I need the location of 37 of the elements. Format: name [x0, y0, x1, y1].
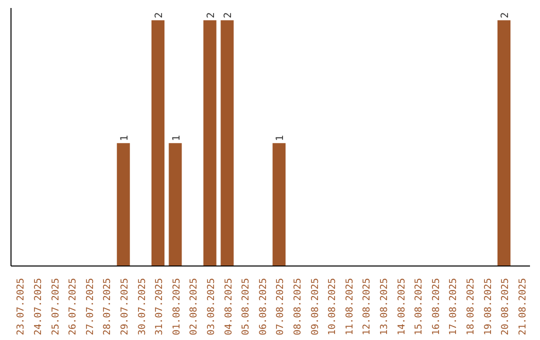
x-tick-label: 17.08.2025	[448, 278, 460, 336]
data-label: 2	[206, 12, 217, 18]
x-tick-label: 28.07.2025	[102, 278, 114, 336]
data-label: 2	[223, 12, 234, 18]
x-tick-label: 18.08.2025	[465, 278, 476, 336]
x-tick-label: 11.08.2025	[344, 278, 356, 336]
x-tick-label: 31.07.2025	[154, 278, 166, 336]
x-tick-label: 29.07.2025	[119, 278, 130, 336]
data-label: 2	[154, 12, 165, 18]
x-tick-label: 15.08.2025	[414, 278, 425, 336]
x-tick-label: 20.08.2025	[500, 278, 512, 336]
data-label: 2	[500, 12, 511, 18]
x-tick-label: 10.08.2025	[327, 278, 338, 336]
x-tick-label: 06.08.2025	[258, 278, 269, 336]
x-tick-label: 07.08.2025	[275, 278, 286, 336]
x-tick-label: 03.08.2025	[206, 278, 217, 336]
x-tick-label: 21.08.2025	[517, 278, 528, 336]
data-label: 1	[119, 135, 130, 142]
x-tick-label: 23.07.2025	[16, 278, 27, 336]
x-tick-label: 04.08.2025	[223, 278, 234, 336]
x-tick-label: 12.08.2025	[362, 278, 373, 336]
x-tick-label: 24.07.2025	[32, 278, 44, 336]
x-tick-label: 02.08.2025	[188, 278, 200, 336]
x-tick-label: 19.08.2025	[482, 278, 494, 336]
x-tick-label: 05.08.2025	[240, 278, 252, 336]
x-tick-label: 25.07.2025	[50, 278, 62, 336]
x-tick-label: 01.08.2025	[171, 278, 182, 336]
x-tick-label: 30.07.2025	[136, 278, 148, 336]
x-tick-label: 08.08.2025	[292, 278, 304, 336]
x-tick-label: 13.08.2025	[378, 278, 390, 336]
x-tick-label: 26.07.2025	[68, 278, 79, 336]
x-tick-label: 16.08.2025	[430, 278, 442, 336]
x-tick-label: 09.08.2025	[310, 278, 321, 336]
x-tick-label: 14.08.2025	[396, 278, 408, 336]
data-label: 1	[171, 135, 182, 142]
data-label: 1	[275, 135, 286, 142]
x-tick-label: 27.07.2025	[84, 278, 96, 336]
